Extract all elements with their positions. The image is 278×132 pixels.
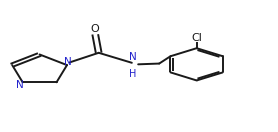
Text: N: N: [16, 80, 24, 90]
Text: Cl: Cl: [191, 33, 202, 43]
Text: N: N: [64, 57, 72, 67]
Text: O: O: [91, 23, 100, 34]
Text: H: H: [129, 69, 136, 79]
Text: N: N: [128, 52, 136, 62]
